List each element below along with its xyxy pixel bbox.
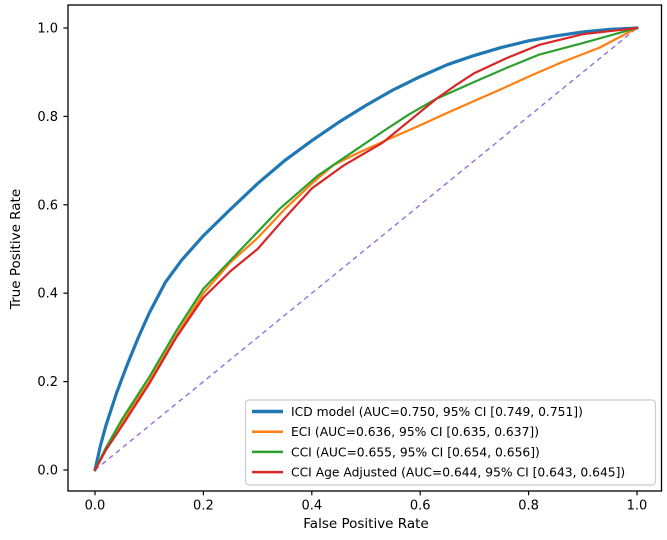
y-tick-label: 0.2	[37, 375, 58, 390]
roc-curve-cci-age-adjusted	[93, 26, 639, 472]
legend-label: ICD model (AUC=0.750, 95% CI [0.749, 0.7…	[291, 405, 583, 419]
x-axis-label: False Positive Rate	[303, 516, 428, 532]
x-tick-label: 0.8	[518, 499, 539, 514]
series-group	[93, 26, 639, 472]
y-axis-label: True Positive Rate	[8, 189, 24, 310]
legend-label: CCI Age Adjusted (AUC=0.644, 95% CI [0.6…	[291, 466, 625, 480]
y-tick-label: 0.8	[37, 110, 58, 125]
legend-label: ECI (AUC=0.636, 95% CI [0.635, 0.637])	[291, 425, 539, 439]
x-axis-ticks: 0.0 0.2 0.4 0.6 0.8 1.0	[85, 491, 648, 514]
y-tick-label: 0.4	[37, 287, 58, 302]
y-tick-label: 1.0	[37, 22, 58, 37]
roc-curve-icd-model	[93, 26, 639, 472]
x-tick-label: 0.6	[410, 499, 431, 514]
roc-curve-cci	[93, 26, 639, 472]
y-axis-ticks: 0.0 0.2 0.4 0.6 0.8 1.0	[37, 22, 68, 479]
x-tick-label: 0.4	[301, 499, 322, 514]
y-tick-label: 0.6	[37, 198, 58, 213]
y-tick-label: 0.0	[37, 464, 58, 479]
x-tick-label: 1.0	[627, 499, 648, 514]
legend-label: CCI (AUC=0.655, 95% CI [0.654, 0.656])	[291, 445, 540, 459]
legend: ICD model (AUC=0.750, 95% CI [0.749, 0.7…	[244, 399, 657, 486]
legend-box	[244, 399, 657, 486]
x-tick-label: 0.0	[85, 499, 106, 514]
x-tick-label: 0.2	[193, 499, 214, 514]
